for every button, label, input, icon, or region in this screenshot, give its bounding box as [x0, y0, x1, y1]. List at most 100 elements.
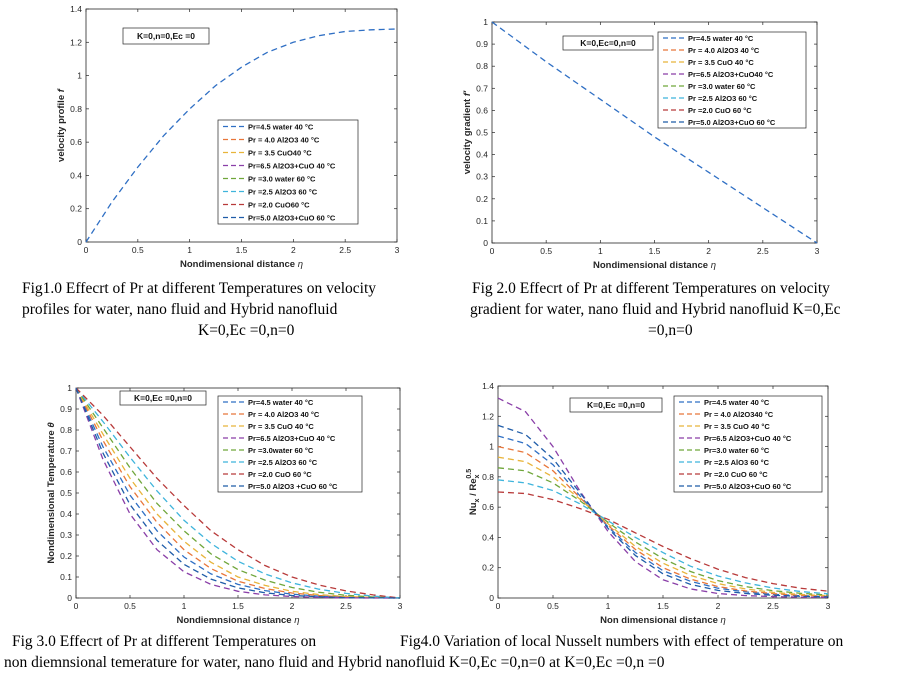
series-line-2 [75, 387, 401, 599]
chart-fig1: 0 0.5 1 1.5 2 2.5 3 0 0.2 0.4 0.6 0.8 1 1.2 1.4 Nondime… [56, 4, 400, 270]
legend-entry: Pr=4.5 water 40 °C [248, 398, 314, 407]
series-line-3 [497, 456, 829, 597]
caption-fig2-line3: =0,n=0 [648, 322, 693, 339]
x-tick-label: 0 [490, 246, 495, 256]
y-tick-label: 0.9 [476, 39, 488, 49]
y-tick-label: 0.2 [482, 563, 494, 573]
x-axis-label: Nondimensional distance η [180, 259, 303, 270]
y-tick-label: 1 [489, 442, 494, 452]
legend: Pr=4.5 water 40 °C Pr = 4.0 Al2O3 40 °C Pr… [217, 395, 363, 493]
x-tick-label: 2 [706, 246, 711, 256]
legend-entry: Pr = 4.0 Al2O3 40 °C [248, 410, 320, 419]
legend-entry: Pr = 3.5 CuO 40 °C [688, 58, 754, 67]
series-line-6 [497, 479, 829, 595]
x-tick-label: 1 [606, 601, 611, 611]
caption-fig1-line1: Fig1.0 Effecrt of Pr at different Temper… [22, 280, 377, 297]
y-tick-label: 0.7 [60, 446, 72, 456]
y-tick-label: 0.6 [482, 502, 494, 512]
y-tick-label: 0.1 [476, 216, 488, 226]
legend-entry: Pr =3.0water 60 °C [248, 446, 314, 455]
x-tick-label: 3 [395, 245, 400, 255]
x-tick-label: 2 [716, 601, 721, 611]
y-tick-label: 0.3 [60, 530, 72, 540]
legend: Pr=4.5 water 40 °C Pr = 4.0 Al2O340 °C Pr … [673, 395, 823, 493]
x-tick-label: 3 [826, 601, 831, 611]
legend-entry: Pr=5.0 Al2O3+CuO 60 °C [248, 214, 336, 223]
legend-entry: Pr =2.0 CuO 60 °C [688, 106, 752, 115]
legend-entry: Pr = 3.5 CuO 40 °C [704, 422, 770, 431]
parameter-box [122, 27, 210, 45]
x-tick-label: 1.5 [236, 245, 248, 255]
x-tick-label: 2.5 [767, 601, 779, 611]
legend-frame [217, 119, 359, 225]
legend: Pr=4.5 water 40 °C Pr = 4.0 Al2O3 40 °C Pr… [217, 119, 359, 225]
series-line-8 [497, 424, 829, 598]
x-tick-label: 1 [187, 245, 192, 255]
legend-entry: Pr=4.5 water 40 °C [688, 34, 754, 43]
series-line-4 [497, 397, 829, 599]
y-axis-label: Nondimensional Temperature θ [46, 422, 57, 564]
legend: Pr=4.5 water 40 °C Pr = 4.0 Al2O3 40 °C Pr… [657, 31, 807, 129]
series-line-6 [75, 387, 401, 599]
legend-entry: Pr =2.0 CuO 60 °C [704, 470, 768, 479]
y-tick-label: 0.8 [70, 104, 82, 114]
legend-entry: Pr=6.5 Al2O3+CuO40 °C [688, 70, 774, 79]
y-tick-label: 0 [77, 237, 82, 247]
chart-fig3: 0 0.5 1 1.5 2 2.5 3 0 0.1 0.2 0.3 0.4 0.5 0.6 0.7 0.8 0.… [46, 383, 403, 626]
y-tick-label: 0.5 [60, 488, 72, 498]
y-tick-label: 0 [489, 593, 494, 603]
parameter-text: K=0,Ec=0,n=0 [580, 38, 636, 48]
x-tick-label: 2 [290, 601, 295, 611]
legend-entry: Pr=6.5 Al2O3+CuO 40 °C [248, 434, 336, 443]
x-axis-label: Nondimensional distance η [593, 260, 716, 271]
caption-fig4-line1: Fig4.0 Variation of local Nusselt number… [400, 633, 844, 650]
x-tick-label: 1 [598, 246, 603, 256]
x-tick-label: 2.5 [340, 601, 352, 611]
legend-entry: Pr = 3.5 CuO40 °C [248, 149, 312, 158]
y-tick-label: 0.8 [60, 425, 72, 435]
legend-entry: Pr = 4.0 Al2O3 40 °C [688, 46, 760, 55]
series-line-5 [497, 467, 829, 596]
legend-entry: Pr =2.5 Al2O3 60 °C [688, 94, 758, 103]
parameter-box [562, 35, 654, 51]
y-tick-label: 0.2 [70, 204, 82, 214]
caption-fig3-line1: Fig 3.0 Effecrt of Pr at different Tempe… [12, 633, 317, 650]
y-tick-label: 0.2 [476, 194, 488, 204]
y-tick-label: 0.4 [482, 532, 494, 542]
caption-bottom-line: non diemnsional temerature for water, na… [4, 654, 665, 671]
y-tick-label: 1.4 [482, 381, 494, 391]
y-tick-label: 0.4 [476, 150, 488, 160]
x-tick-label: 3 [815, 246, 820, 256]
y-tick-label: 0.1 [60, 572, 72, 582]
caption-fig2-line1: Fig 2.0 Effecrt of Pr at different Tempe… [472, 280, 830, 297]
series-line-3 [75, 387, 401, 599]
y-tick-label: 0.6 [60, 467, 72, 477]
x-tick-label: 0.5 [540, 246, 552, 256]
legend-entry: Pr=6.5 Al2O3+CuO 40 °C [248, 162, 336, 171]
legend-entry: Pr =3.0 water 60 °C [688, 82, 756, 91]
y-tick-label: 0.5 [476, 128, 488, 138]
y-tick-label: 0.8 [476, 61, 488, 71]
x-tick-label: 0.5 [132, 245, 144, 255]
y-tick-label: 0.3 [476, 172, 488, 182]
legend-frame [217, 395, 363, 493]
legend-entry: Pr =2.5 Al2O3 60 °C [248, 458, 318, 467]
parameter-text: K=0,Ec =0,n=0 [587, 400, 645, 410]
x-tick-label: 1.5 [232, 601, 244, 611]
x-tick-label: 2 [291, 245, 296, 255]
y-tick-label: 1.4 [70, 4, 82, 14]
legend-entry: Pr=4.5 water 40 °C [248, 123, 314, 132]
x-tick-label: 0 [74, 601, 79, 611]
x-tick-label: 3 [398, 601, 403, 611]
x-tick-label: 0.5 [547, 601, 559, 611]
y-tick-label: 0.9 [60, 404, 72, 414]
x-tick-label: 0.5 [124, 601, 136, 611]
legend-entry: Pr=5.0 Al2O3 +CuO 60 °C [248, 482, 338, 491]
legend-entry: Pr =2.0 CuO 60 °C [248, 470, 312, 479]
legend-entry: Pr = 4.0 Al2O340 °C [704, 410, 774, 419]
x-tick-label: 2.5 [339, 245, 351, 255]
y-tick-label: 1.2 [70, 37, 82, 47]
legend-entry: Pr =2.5 AlO3 60 °C [704, 458, 770, 467]
series-line-4 [75, 387, 400, 599]
parameter-box [569, 397, 663, 413]
